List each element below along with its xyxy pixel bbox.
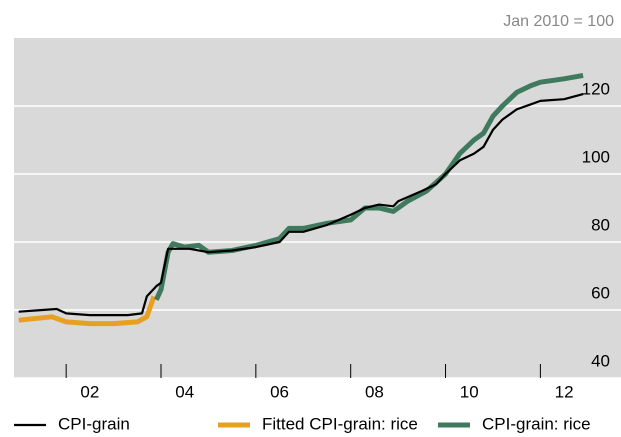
y-tick-label: 60 xyxy=(591,283,610,302)
legend-label: CPI-grain xyxy=(58,414,130,433)
x-tick-label: 06 xyxy=(270,382,289,401)
x-tick-label: 08 xyxy=(365,382,384,401)
legend-label: CPI-grain: rice xyxy=(482,414,591,433)
y-tick-label: 100 xyxy=(582,147,610,166)
x-tick-label: 12 xyxy=(555,382,574,401)
y-tick-label: 80 xyxy=(591,215,610,234)
y-tick-label: 40 xyxy=(591,351,610,370)
legend-label: Fitted CPI-grain: rice xyxy=(262,414,418,433)
unit-note: Jan 2010 = 100 xyxy=(503,13,614,30)
plot-area xyxy=(14,38,621,378)
x-tick-label: 04 xyxy=(175,382,194,401)
y-tick-label: 120 xyxy=(582,79,610,98)
x-tick-label: 10 xyxy=(460,382,479,401)
x-tick-label: 02 xyxy=(80,382,99,401)
line xyxy=(18,93,584,317)
line xyxy=(154,72,584,301)
line xyxy=(18,295,157,327)
